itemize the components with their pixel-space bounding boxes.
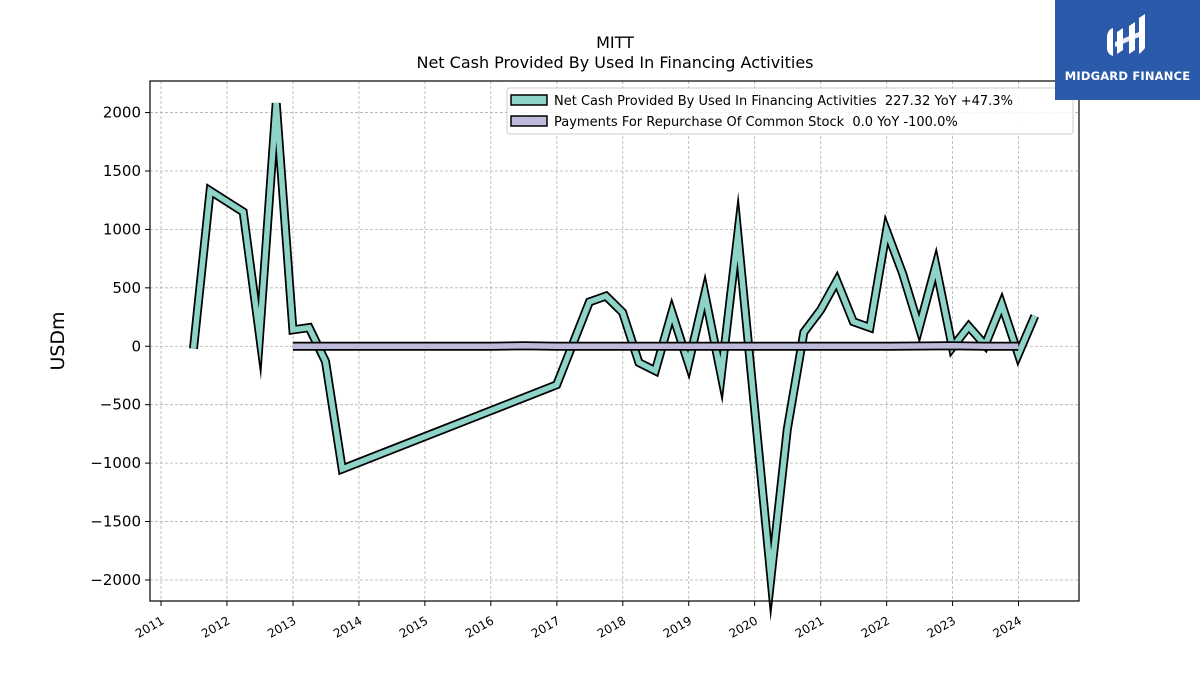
- midgard-logo-icon: [1107, 14, 1145, 56]
- x-tick-label: 2018: [595, 613, 628, 640]
- plot-area-frame: [149, 80, 1080, 602]
- y-tick-label: 1000: [103, 220, 141, 238]
- y-tick-label: −1000: [90, 454, 141, 472]
- x-tick-label: 2022: [859, 613, 892, 640]
- legend-label-repurchase: Payments For Repurchase Of Common Stock …: [554, 115, 958, 130]
- x-tick-label: 2020: [727, 613, 760, 640]
- grid-lines: [150, 81, 1079, 601]
- x-tick-label: 2012: [199, 613, 232, 640]
- series-lines: [189, 102, 1039, 622]
- logo-text: MIDGARD FINANCE: [1064, 69, 1191, 83]
- x-tick-label: 2021: [793, 613, 826, 640]
- chart-title: MITT: [596, 33, 634, 52]
- y-tick-label: 0: [131, 337, 141, 355]
- y-axis-label: USDm: [47, 311, 69, 370]
- legend-frame: [506, 87, 1074, 135]
- x-tick-label: 2016: [463, 613, 496, 640]
- y-tick-label: 2000: [103, 104, 141, 122]
- x-tick-label: 2017: [529, 613, 562, 640]
- brand-logo: MIDGARD FINANCE: [1055, 0, 1200, 100]
- x-tick-label: 2023: [925, 613, 958, 640]
- x-tick-label: 2014: [331, 613, 364, 640]
- y-tick-label: −2000: [90, 571, 141, 589]
- legend-label-financing: Net Cash Provided By Used In Financing A…: [554, 94, 1013, 109]
- chart-subtitle: Net Cash Provided By Used In Financing A…: [416, 53, 813, 72]
- x-tick-label: 2024: [991, 613, 1024, 640]
- y-tick-label: 1500: [103, 162, 141, 180]
- y-axis: −2000 −1500 −1000 −500 0 500 1000 1500 2000: [90, 104, 150, 589]
- legend: Net Cash Provided By Used In Financing A…: [506, 87, 1074, 135]
- legend-swatch-financing: [510, 94, 548, 106]
- x-tick-label: 2011: [133, 613, 166, 640]
- x-tick-label: 2019: [661, 613, 694, 640]
- x-axis: 2011 2012 2013 2014 2015 2016 2017 2018 2019 2020…: [133, 601, 1024, 641]
- series-line-financing: [190, 102, 1038, 605]
- legend-swatch-repurchase: [510, 115, 548, 127]
- x-tick-label: 2013: [265, 613, 298, 640]
- y-tick-label: −500: [100, 396, 141, 414]
- series-line-repurchase: [292, 342, 1019, 350]
- y-tick-label: −1500: [90, 513, 141, 531]
- series-outline-financing: [189, 102, 1039, 622]
- y-tick-label: 500: [112, 279, 141, 297]
- x-tick-label: 2015: [397, 613, 430, 640]
